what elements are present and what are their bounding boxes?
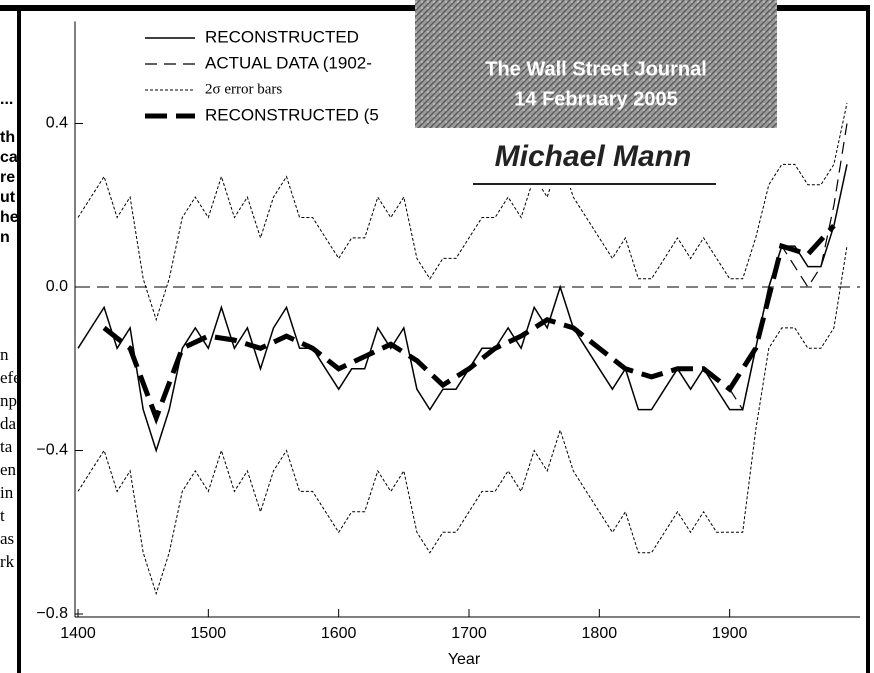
background-text: t bbox=[0, 506, 5, 525]
legend-label: RECONSTRUCTED bbox=[205, 27, 359, 46]
name-box bbox=[462, 132, 724, 188]
y-tick-label: −0.8 bbox=[36, 605, 68, 622]
person-name: Michael Mann bbox=[495, 140, 692, 173]
series-line bbox=[729, 123, 848, 412]
background-text: ut bbox=[0, 189, 16, 206]
series-line bbox=[77, 246, 848, 596]
x-tick-label: 1900 bbox=[712, 625, 748, 642]
series-line bbox=[102, 224, 836, 425]
y-tick-label: 0.0 bbox=[46, 278, 68, 295]
background-text: ta bbox=[0, 437, 13, 456]
background-text: in bbox=[0, 483, 14, 502]
legend-label: 2σ error bars bbox=[205, 81, 282, 97]
background-text: he bbox=[0, 209, 19, 226]
y-tick-label: −0.4 bbox=[36, 442, 68, 459]
series-line bbox=[77, 164, 848, 453]
y-tick-label: 0.4 bbox=[46, 115, 68, 132]
background-text: re bbox=[0, 169, 15, 186]
photo-caption: The Wall Street Journal bbox=[485, 58, 707, 80]
x-tick-label: 1700 bbox=[451, 625, 487, 642]
series-line bbox=[77, 102, 848, 322]
background-text: n bbox=[0, 345, 9, 364]
x-tick-label: 1600 bbox=[321, 625, 357, 642]
background-text: rk bbox=[0, 552, 15, 571]
background-text: np bbox=[0, 391, 17, 410]
background-text: as bbox=[0, 529, 14, 548]
background-text: en bbox=[0, 460, 17, 479]
x-tick-label: 1800 bbox=[582, 625, 618, 642]
legend-label: ACTUAL DATA (1902- bbox=[205, 53, 372, 72]
background-text: ... bbox=[0, 91, 13, 108]
background-text: th bbox=[0, 129, 15, 146]
x-tick-label: 1400 bbox=[60, 625, 96, 642]
background-text: efe bbox=[0, 368, 21, 387]
background-text: n bbox=[0, 229, 10, 246]
photo-date: 14 February 2005 bbox=[514, 88, 677, 110]
legend-label: RECONSTRUCTED (5 bbox=[205, 105, 379, 124]
photo bbox=[415, 0, 777, 128]
background-text: ca bbox=[0, 149, 18, 166]
x-axis-label: Year bbox=[448, 651, 481, 668]
background-text: da bbox=[0, 414, 17, 433]
x-tick-label: 1500 bbox=[191, 625, 227, 642]
